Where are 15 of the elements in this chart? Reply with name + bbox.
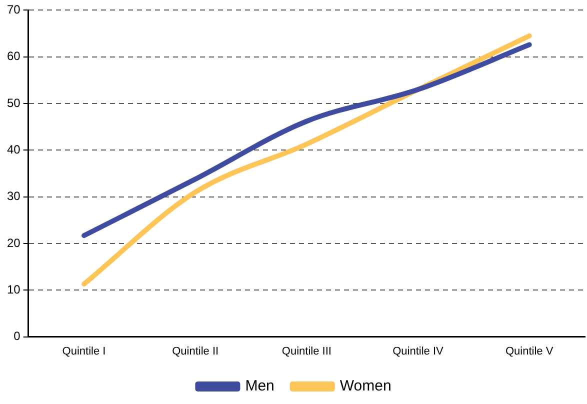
y-tick-label: 60	[6, 49, 21, 64]
y-tick-label: 0	[14, 329, 21, 344]
x-tick-label: Quintile II	[172, 345, 219, 358]
y-tick-label: 10	[6, 282, 21, 296]
y-tick-label: 70	[6, 2, 21, 17]
y-tick-label: 40	[6, 142, 21, 156]
y-tick-label: 20	[6, 236, 21, 250]
y-tick-label: 50	[6, 96, 21, 110]
legend-label: Men	[245, 378, 274, 395]
x-tick-label: Quintile V	[505, 345, 554, 358]
y-tick-label: 30	[6, 189, 21, 204]
x-tick-label: Quintile III	[282, 345, 332, 358]
x-tick-label: Quintile IV	[392, 345, 444, 358]
legend-label: Women	[340, 378, 392, 395]
x-tick-label: Quintile I	[62, 345, 106, 358]
